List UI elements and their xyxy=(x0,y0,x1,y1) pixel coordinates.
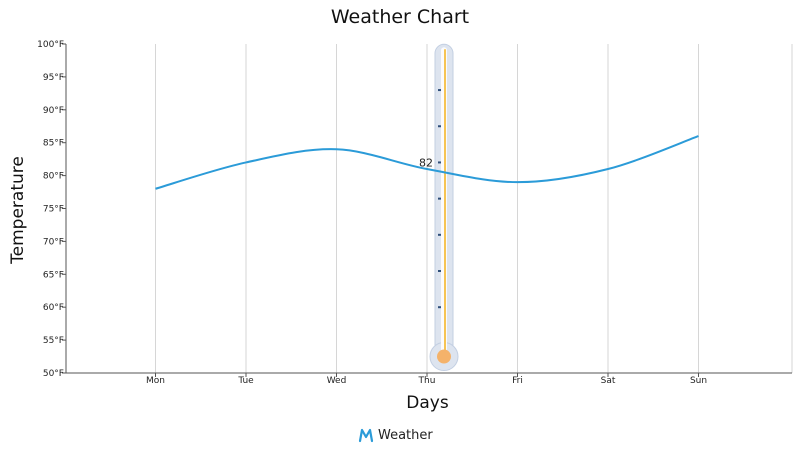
x-tick-label: Mon xyxy=(146,376,165,386)
y-tick-label: 90°F xyxy=(43,106,64,116)
y-tick-label: 80°F xyxy=(43,172,64,182)
x-axis-label: Days xyxy=(406,393,449,413)
series-line-weather xyxy=(155,135,699,190)
x-tick-label: Sat xyxy=(601,376,616,386)
y-tick-label: 75°F xyxy=(43,205,64,215)
y-tick-label: 55°F xyxy=(43,336,64,346)
x-tick-label: Sun xyxy=(690,376,707,386)
y-tick-label: 100°F xyxy=(37,40,64,50)
legend[interactable]: Weather xyxy=(358,427,433,443)
annotation-label: 82 xyxy=(419,156,433,169)
x-tick-label: Fri xyxy=(512,376,523,386)
y-tick-label: 65°F xyxy=(43,270,64,280)
thermometer-bulb-fill xyxy=(437,349,451,364)
x-tick-label: Thu xyxy=(418,376,436,386)
y-tick-label: 50°F xyxy=(43,369,64,379)
legend-series-icon xyxy=(358,428,374,443)
y-tick-label: 95°F xyxy=(43,73,64,83)
y-axis-label: Temperature xyxy=(8,156,28,264)
y-tick-label: 60°F xyxy=(43,303,64,313)
legend-series-label: Weather xyxy=(378,427,433,443)
chart-title: Weather Chart xyxy=(330,6,470,28)
y-tick-label: 85°F xyxy=(43,139,64,149)
x-tick-label: Tue xyxy=(237,376,254,386)
y-tick-label: 70°F xyxy=(43,237,64,247)
x-tick-label: Wed xyxy=(327,376,347,386)
